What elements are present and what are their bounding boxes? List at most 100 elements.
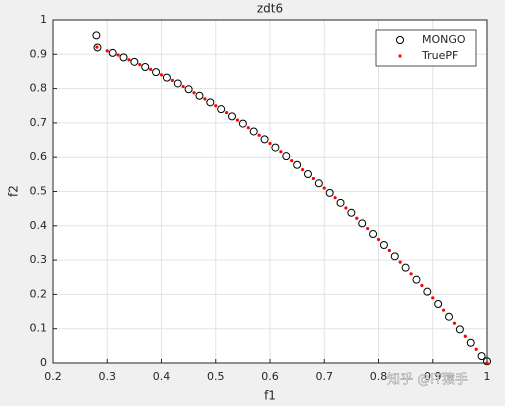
point: [463, 334, 467, 338]
point: [434, 300, 443, 309]
point: [141, 62, 150, 71]
point: [246, 126, 250, 130]
point: [344, 206, 348, 210]
x-tick-label: 0.4: [153, 370, 171, 383]
point: [127, 58, 131, 62]
x-tick-label: 0.3: [99, 370, 117, 383]
point: [195, 91, 204, 100]
point: [358, 219, 367, 228]
point: [290, 159, 294, 163]
point: [445, 312, 454, 321]
point: [152, 68, 161, 77]
point: [159, 73, 164, 77]
point: [206, 98, 215, 107]
point: [214, 104, 218, 108]
point: [376, 237, 381, 242]
point: [217, 105, 226, 114]
point: [311, 176, 315, 181]
point: [260, 135, 269, 144]
point: [466, 338, 475, 347]
point: [184, 85, 193, 94]
point: [225, 111, 229, 115]
point: [455, 325, 464, 334]
x-axis-label: f1: [264, 389, 276, 403]
chart-title: zdt6: [257, 2, 283, 16]
point: [282, 152, 291, 161]
y-tick-label: 0.6: [30, 150, 48, 163]
point: [181, 84, 185, 89]
point: [379, 241, 388, 250]
point: [293, 160, 302, 169]
point: [369, 230, 378, 239]
point: [119, 53, 128, 62]
y-tick-label: 0.8: [30, 82, 48, 95]
point: [314, 179, 323, 188]
point: [387, 248, 391, 253]
x-tick-label: 0.8: [370, 370, 388, 383]
x-tick-label: 0.7: [316, 370, 334, 383]
point: [412, 275, 421, 284]
point: [93, 43, 102, 52]
point: [95, 45, 99, 49]
point: [138, 62, 142, 67]
point: [322, 186, 326, 190]
legend-marker: [396, 36, 404, 44]
legend-marker: [398, 54, 402, 58]
point: [333, 196, 337, 200]
x-tick-label: 0.9: [424, 370, 442, 383]
point: [105, 49, 109, 53]
point: [409, 272, 413, 276]
point: [398, 260, 402, 264]
point: [401, 263, 410, 272]
axes-box: [52, 19, 488, 364]
point: [423, 287, 432, 296]
point: [268, 141, 272, 146]
point: [203, 97, 207, 101]
point: [228, 112, 237, 121]
y-tick-label: 0.9: [30, 47, 48, 60]
point: [173, 79, 182, 88]
point: [420, 283, 424, 288]
point: [336, 198, 345, 207]
legend-box: [375, 29, 477, 67]
x-tick-label: 0.2: [44, 370, 62, 383]
point: [192, 91, 196, 95]
x-tick-label: 0.6: [261, 370, 279, 383]
point: [347, 208, 356, 217]
point: [483, 357, 491, 366]
point: [235, 118, 240, 122]
y-tick-label: 1: [40, 13, 47, 26]
point: [477, 352, 486, 361]
point: [366, 226, 370, 231]
point: [390, 252, 399, 261]
point: [162, 73, 171, 82]
legend-label: MONGO: [422, 33, 466, 46]
point: [92, 31, 101, 40]
point: [303, 170, 312, 179]
point: [149, 67, 153, 71]
watermark: 知乎 @IT猿手: [387, 372, 468, 388]
point: [279, 150, 283, 154]
y-tick-label: 0.5: [30, 185, 48, 198]
point: [485, 361, 489, 365]
point: [257, 133, 261, 137]
y-tick-label: 0.1: [30, 322, 48, 335]
point: [108, 48, 117, 57]
point: [474, 347, 478, 351]
point: [271, 143, 280, 152]
point: [116, 53, 120, 57]
point: [442, 308, 446, 312]
point: [452, 321, 457, 325]
y-tick-label: 0.2: [30, 287, 48, 300]
y-tick-label: 0.4: [30, 219, 48, 232]
point: [170, 78, 174, 82]
point: [431, 296, 435, 300]
point: [130, 57, 139, 66]
point: [325, 188, 334, 197]
y-axis-label: f2: [7, 185, 21, 197]
point: [238, 119, 247, 128]
legend-label: TruePF: [421, 49, 458, 62]
x-tick-label: 1: [484, 370, 491, 383]
point: [355, 216, 359, 220]
